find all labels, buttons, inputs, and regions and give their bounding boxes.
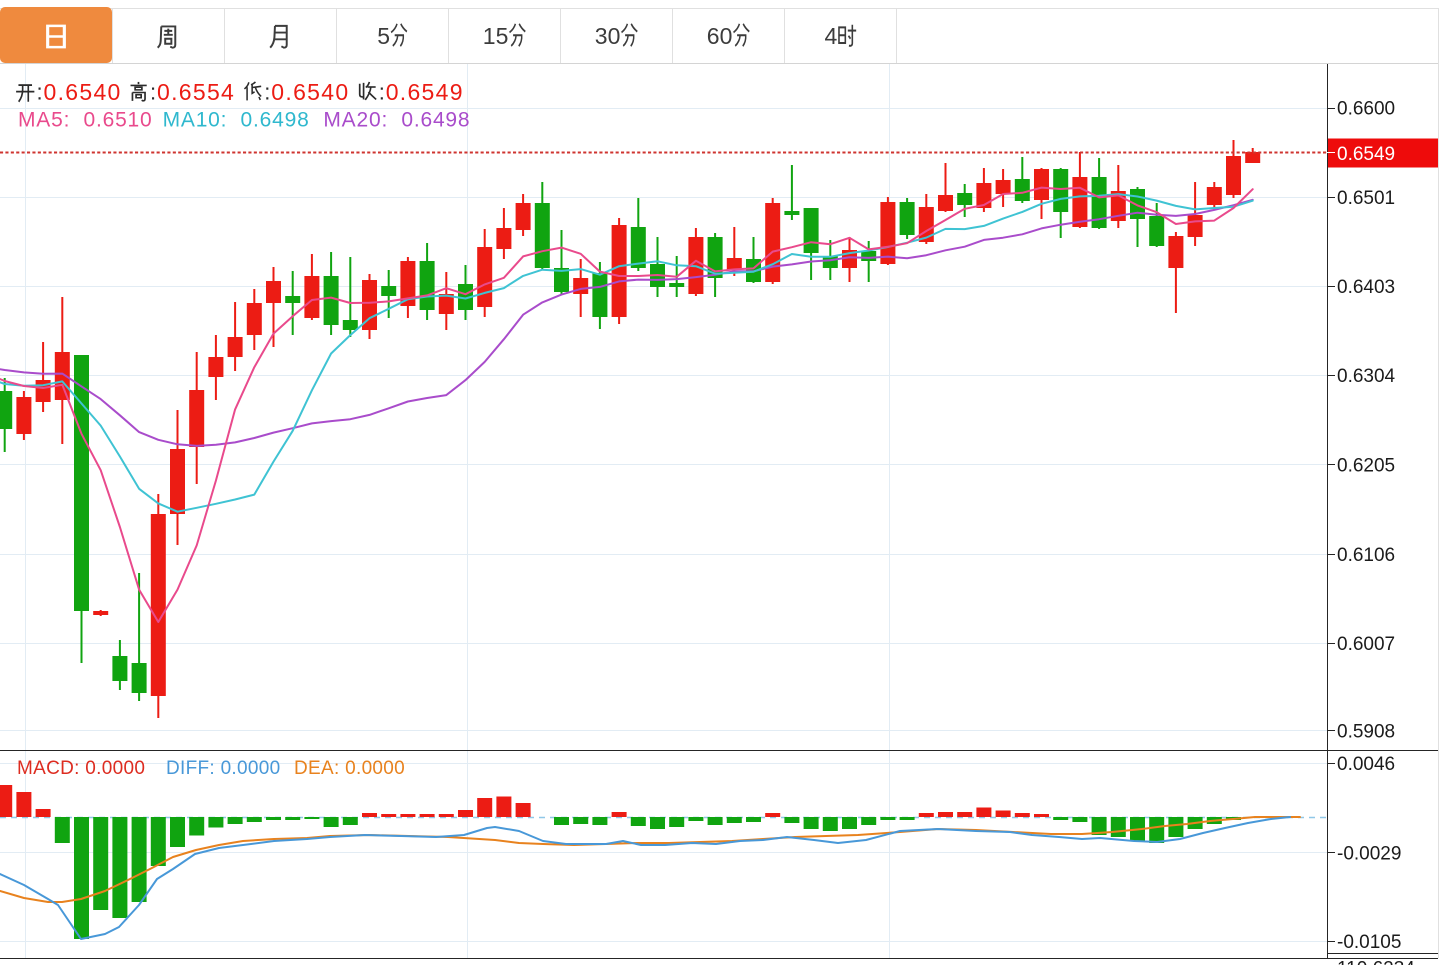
svg-text:-0.0029: -0.0029 xyxy=(1337,844,1401,865)
svg-text:60: 60 xyxy=(707,23,733,49)
svg-text:0.6106: 0.6106 xyxy=(1337,545,1395,566)
svg-text:0.6549: 0.6549 xyxy=(386,79,464,105)
svg-text:15: 15 xyxy=(483,23,509,49)
svg-text:0.6540: 0.6540 xyxy=(271,79,349,105)
svg-text:MACD: 0.0000: MACD: 0.0000 xyxy=(17,758,145,779)
svg-text:DIFF: 0.0000: DIFF: 0.0000 xyxy=(166,758,280,779)
svg-text:0.5908: 0.5908 xyxy=(1337,722,1395,743)
svg-text::: : xyxy=(379,80,385,105)
svg-text:0.6554: 0.6554 xyxy=(157,79,235,105)
svg-text:110.6234: 110.6234 xyxy=(1337,959,1415,965)
svg-text:MA20: 0.6498: MA20: 0.6498 xyxy=(323,109,470,132)
svg-text:5: 5 xyxy=(377,23,390,49)
svg-text:0.0046: 0.0046 xyxy=(1337,754,1395,775)
svg-text:DEA: 0.0000: DEA: 0.0000 xyxy=(294,758,405,779)
svg-text:4: 4 xyxy=(825,23,838,49)
svg-text:0.6501: 0.6501 xyxy=(1337,188,1395,209)
svg-text::: : xyxy=(37,80,43,105)
svg-text::: : xyxy=(150,80,156,105)
svg-text:MA5: 0.6510: MA5: 0.6510 xyxy=(18,109,153,132)
svg-text:0.6403: 0.6403 xyxy=(1337,277,1395,298)
svg-text:MA10: 0.6498: MA10: 0.6498 xyxy=(163,109,310,132)
svg-text:30: 30 xyxy=(595,23,621,49)
svg-text:0.6549: 0.6549 xyxy=(1337,144,1395,165)
svg-text:0.6007: 0.6007 xyxy=(1337,634,1395,655)
svg-text:0.6540: 0.6540 xyxy=(44,79,122,105)
svg-text:0.6304: 0.6304 xyxy=(1337,366,1396,387)
svg-text:0.6205: 0.6205 xyxy=(1337,456,1395,477)
svg-text:0.6600: 0.6600 xyxy=(1337,99,1395,120)
svg-text::: : xyxy=(264,80,270,105)
svg-text:-0.0105: -0.0105 xyxy=(1337,932,1401,953)
